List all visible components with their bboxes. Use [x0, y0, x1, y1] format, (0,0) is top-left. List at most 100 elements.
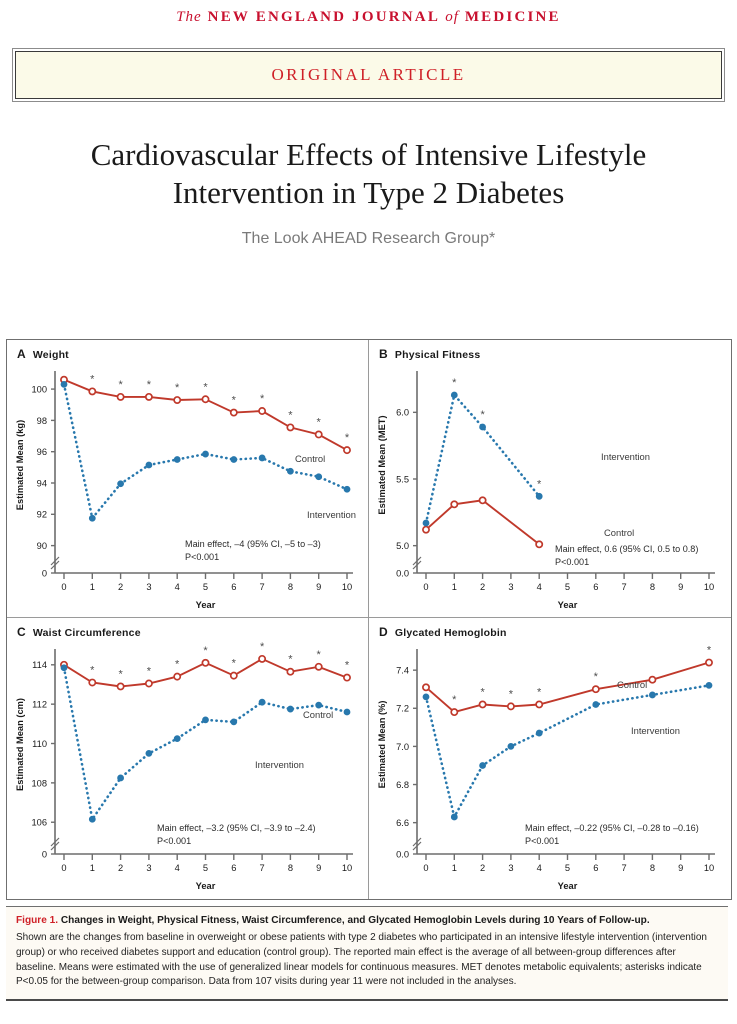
y-tick-label: 5.5: [396, 474, 409, 484]
x-tick-label: 10: [704, 582, 714, 592]
y-tick-label: 106: [31, 818, 47, 828]
series-label-control: Control: [617, 679, 647, 690]
series-label-intervention: Intervention: [601, 451, 650, 462]
y-tick-label: 6.8: [396, 780, 409, 790]
panel-c-letter: C: [17, 625, 26, 639]
main-effect-annotation: P<0.001: [555, 557, 589, 567]
data-point-intervention: [230, 718, 238, 726]
x-axis-label: Year: [558, 881, 578, 891]
data-point-intervention: [173, 735, 181, 742]
original-article-label: ORIGINAL ARTICLE: [271, 65, 466, 84]
x-tick-label: 10: [342, 863, 352, 873]
x-tick-label: 3: [508, 863, 513, 873]
significance-asterisk: *: [707, 645, 712, 657]
main-effect-annotation: P<0.001: [525, 836, 559, 846]
significance-asterisk: *: [147, 666, 152, 678]
data-point-intervention: [258, 454, 266, 462]
y-axis-label: Estimated Mean (%): [377, 701, 387, 789]
panel-a-weight: A Weight 90 92 94 96 98 100 0 0 1 2 3 4 5 6 7 8 9 10 Year Es…: [7, 340, 369, 618]
caption-title: Changes in Weight, Physical Fitness, Wai…: [60, 915, 650, 926]
significance-asterisk: *: [480, 409, 485, 421]
panel-d-heading: D Glycated Hemoglobin: [379, 625, 507, 639]
x-tick-label: 7: [622, 863, 627, 873]
significance-asterisk: *: [345, 660, 350, 672]
data-point-intervention: [343, 708, 351, 716]
series-label-control: Control: [604, 527, 634, 538]
data-point-control: [535, 540, 544, 549]
significance-asterisk: *: [480, 686, 485, 698]
original-article-banner-inner: ORIGINAL ARTICLE: [15, 51, 722, 99]
x-tick-label: 0: [423, 863, 428, 873]
x-axis-label: Year: [196, 600, 216, 610]
data-point-control: [88, 387, 97, 396]
data-point-intervention: [173, 456, 181, 463]
x-tick-label: 5: [203, 863, 208, 873]
data-point-intervention: [88, 514, 96, 522]
masthead-text: The NEW ENGLAND JOURNAL of MEDICINE: [0, 9, 737, 26]
x-tick-label: 10: [342, 582, 352, 592]
significance-asterisk: *: [232, 658, 237, 670]
data-point-intervention: [117, 774, 124, 782]
data-point-control: [450, 708, 459, 717]
author-line: The Look AHEAD Research Group*: [241, 229, 496, 247]
x-tick-label: 7: [260, 582, 265, 592]
x-axis-label: Year: [558, 600, 578, 610]
data-point-control: [506, 702, 515, 711]
data-point-control: [144, 679, 153, 688]
x-tick-label: 6: [593, 863, 598, 873]
data-point-intervention: [535, 729, 543, 737]
significance-asterisk: *: [175, 382, 180, 394]
data-point-intervention: [315, 701, 323, 709]
significance-asterisk: *: [203, 381, 208, 393]
significance-asterisk: *: [317, 649, 322, 661]
x-tick-label: 1: [90, 582, 95, 592]
data-point-intervention: [202, 450, 209, 458]
main-effect-annotation: Main effect, 0.6 (95% CI, 0.5 to 0.8): [555, 544, 698, 554]
data-point-intervention: [422, 693, 430, 701]
significance-asterisk: *: [260, 393, 265, 405]
data-point-control: [88, 678, 97, 687]
y-tick-label: 114: [32, 660, 47, 670]
y-tick-label: 98: [37, 416, 47, 426]
series-line-control: [425, 661, 710, 714]
data-point-control: [478, 496, 487, 505]
data-point-intervention: [315, 473, 323, 481]
x-tick-label: 0: [61, 582, 66, 592]
data-point-control: [173, 672, 182, 681]
significance-asterisk: *: [232, 395, 237, 407]
panel-b-letter: B: [379, 347, 388, 361]
caption-title-line: Figure 1. Changes in Weight, Physical Fi…: [16, 914, 718, 928]
data-point-control: [116, 682, 125, 691]
data-point-control: [314, 662, 323, 671]
data-point-intervention: [230, 456, 238, 463]
figure-caption: Figure 1. Changes in Weight, Physical Fi…: [6, 906, 728, 1002]
panel-d-plot: 6.6 6.8 7.0 7.2 7.4 0.0 0 1 2 3 4 5 6 7 8 9 10 Year Estima…: [377, 645, 715, 891]
data-point-control: [648, 675, 657, 684]
y-zero-label: 0.0: [396, 850, 409, 860]
data-point-control: [201, 658, 210, 667]
significance-asterisk: *: [260, 641, 265, 653]
significance-asterisk: *: [452, 377, 457, 389]
significance-asterisk: *: [90, 373, 95, 385]
data-point-intervention: [343, 485, 351, 493]
x-tick-label: 1: [452, 863, 457, 873]
significance-asterisk: *: [118, 379, 123, 391]
x-tick-label: 4: [537, 863, 542, 873]
significance-asterisk: *: [288, 409, 293, 421]
data-point-control: [343, 673, 351, 682]
y-tick-label: 108: [31, 778, 47, 788]
x-tick-label: 1: [452, 582, 457, 592]
data-point-control: [173, 396, 182, 404]
significance-asterisk: *: [345, 432, 350, 444]
data-point-intervention: [705, 682, 713, 689]
journal-masthead: The NEW ENGLAND JOURNAL of MEDICINE: [0, 0, 737, 26]
page-title: Cardiovascular Effects of Intensive Life…: [90, 137, 647, 210]
significance-asterisk: *: [203, 645, 208, 657]
data-point-intervention: [422, 519, 430, 527]
panel-c-plot: 106 108 110 112 114 0 0 1 2 3 4 5 6 7 8 9 10 Year Estimate…: [15, 641, 353, 891]
masthead-prefix: The: [176, 9, 202, 25]
y-tick-label: 6.0: [396, 408, 409, 418]
data-point-intervention: [145, 461, 153, 469]
significance-asterisk: *: [288, 654, 293, 666]
significance-asterisk: *: [317, 416, 322, 428]
